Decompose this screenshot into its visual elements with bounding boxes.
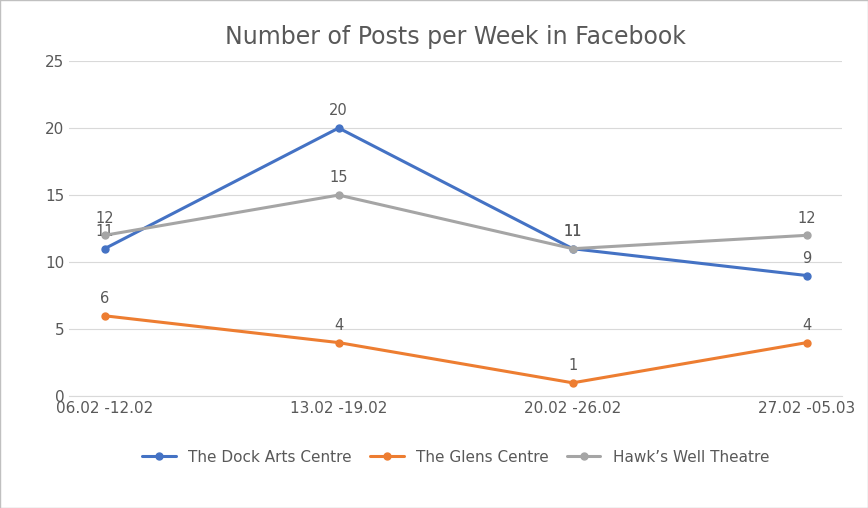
The Dock Arts Centre [99,246,109,252]
Text: 12: 12 [798,211,816,226]
The Glens Centre [99,313,109,319]
Hawk’s Well Theatre [333,192,344,198]
Text: 9: 9 [802,251,812,266]
Text: 4: 4 [802,318,812,333]
The Glens Centre [333,339,344,345]
Text: 11: 11 [563,224,582,239]
The Glens Centre [802,339,812,345]
Hawk’s Well Theatre [99,232,109,238]
Legend: The Dock Arts Centre, The Glens Centre, Hawk’s Well Theatre: The Dock Arts Centre, The Glens Centre, … [135,442,777,472]
Text: 4: 4 [334,318,343,333]
Line: The Glens Centre: The Glens Centre [101,312,811,386]
Text: 6: 6 [100,291,109,306]
Text: 15: 15 [329,170,348,185]
Line: The Dock Arts Centre: The Dock Arts Centre [101,124,811,279]
Title: Number of Posts per Week in Facebook: Number of Posts per Week in Facebook [226,25,686,49]
Hawk’s Well Theatre [802,232,812,238]
The Dock Arts Centre [333,125,344,131]
The Glens Centre [568,380,578,386]
Text: 12: 12 [95,211,114,226]
Line: Hawk’s Well Theatre: Hawk’s Well Theatre [101,192,811,252]
The Dock Arts Centre [568,246,578,252]
Text: 20: 20 [329,103,348,118]
Hawk’s Well Theatre [568,246,578,252]
The Dock Arts Centre [802,272,812,278]
Text: 11: 11 [95,224,114,239]
Text: 1: 1 [569,358,577,373]
Text: 11: 11 [563,224,582,239]
